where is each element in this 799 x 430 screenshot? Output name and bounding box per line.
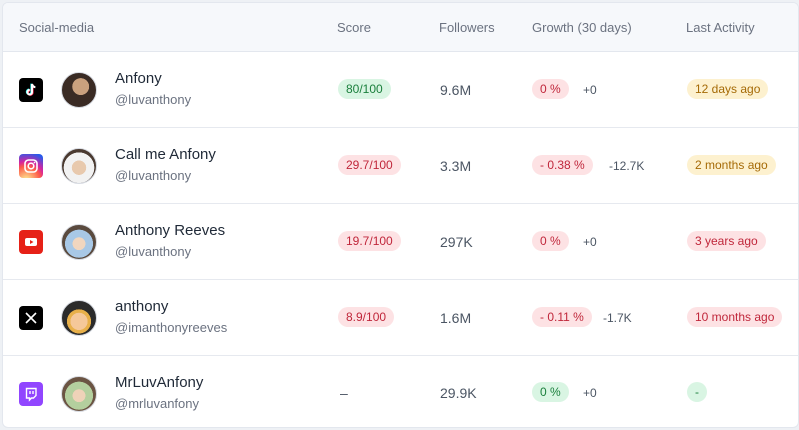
account-handle: @mrluvanfony (115, 396, 200, 411)
header-social-media[interactable]: Social-media (19, 20, 95, 35)
last-activity-badge: - (687, 382, 707, 402)
account-name[interactable]: Anthony Reeves (115, 222, 226, 239)
table-row[interactable]: MrLuvAnfony @mrluvanfony – 29.9K 0 % +0 … (3, 356, 798, 427)
tiktok-icon (19, 78, 43, 102)
header-growth[interactable]: Growth (30 days) (532, 20, 632, 35)
score-badge: 80/100 (338, 79, 391, 99)
account-handle: @imanthonyreeves (115, 320, 228, 335)
avatar (61, 300, 97, 336)
followers-count: 297K (440, 234, 473, 250)
table-row[interactable]: anthony @imanthonyreeves 8.9/100 1.6M - … (3, 280, 798, 356)
growth-percent-badge: - 0.11 % (532, 307, 592, 327)
score-badge: 29.7/100 (338, 155, 401, 175)
last-activity-badge: 3 years ago (687, 231, 766, 251)
youtube-icon (19, 230, 43, 254)
score-empty: – (340, 385, 348, 401)
growth-delta: +0 (583, 235, 597, 249)
followers-count: 29.9K (440, 385, 477, 401)
twitch-icon (19, 382, 43, 406)
account-name[interactable]: Anfony (115, 70, 162, 87)
growth-delta: -1.7K (603, 311, 632, 325)
growth-percent-badge: 0 % (532, 382, 569, 402)
account-name[interactable]: Call me Anfony (115, 146, 216, 163)
score-badge: 19.7/100 (338, 231, 401, 251)
last-activity-badge: 10 months ago (687, 307, 783, 327)
account-handle: @luvanthony (115, 92, 192, 107)
table-row[interactable]: Anthony Reeves @luvanthony 19.7/100 297K… (3, 204, 798, 280)
growth-delta: -12.7K (609, 159, 645, 173)
followers-count: 9.6M (440, 82, 472, 98)
account-name[interactable]: anthony (115, 298, 169, 315)
growth-percent-badge: 0 % (532, 231, 569, 251)
last-activity-badge: 12 days ago (687, 79, 769, 99)
header-last-activity[interactable]: Last Activity (686, 20, 755, 35)
table-row[interactable]: Anfony @luvanthony 80/100 9.6M 0 % +0 12… (3, 52, 798, 128)
header-followers[interactable]: Followers (439, 20, 495, 35)
instagram-icon (19, 154, 43, 178)
growth-percent-badge: 0 % (532, 79, 569, 99)
avatar (61, 376, 97, 412)
avatar (61, 148, 97, 184)
growth-delta: +0 (583, 386, 597, 400)
avatar (61, 224, 97, 260)
growth-percent-badge: - 0.38 % (532, 155, 593, 175)
score-badge: 8.9/100 (338, 307, 395, 327)
header-score[interactable]: Score (337, 20, 371, 35)
followers-count: 3.3M (440, 158, 472, 174)
x-icon (19, 306, 43, 330)
account-handle: @luvanthony (115, 244, 192, 259)
account-name[interactable]: MrLuvAnfony (115, 374, 204, 391)
table-header: Social-media Score Followers Growth (30 … (3, 3, 798, 52)
last-activity-badge: 2 months ago (687, 155, 776, 175)
followers-count: 1.6M (440, 310, 472, 326)
account-handle: @luvanthony (115, 168, 192, 183)
avatar (61, 72, 97, 108)
growth-delta: +0 (583, 83, 597, 97)
table-row[interactable]: Call me Anfony @luvanthony 29.7/100 3.3M… (3, 128, 798, 204)
